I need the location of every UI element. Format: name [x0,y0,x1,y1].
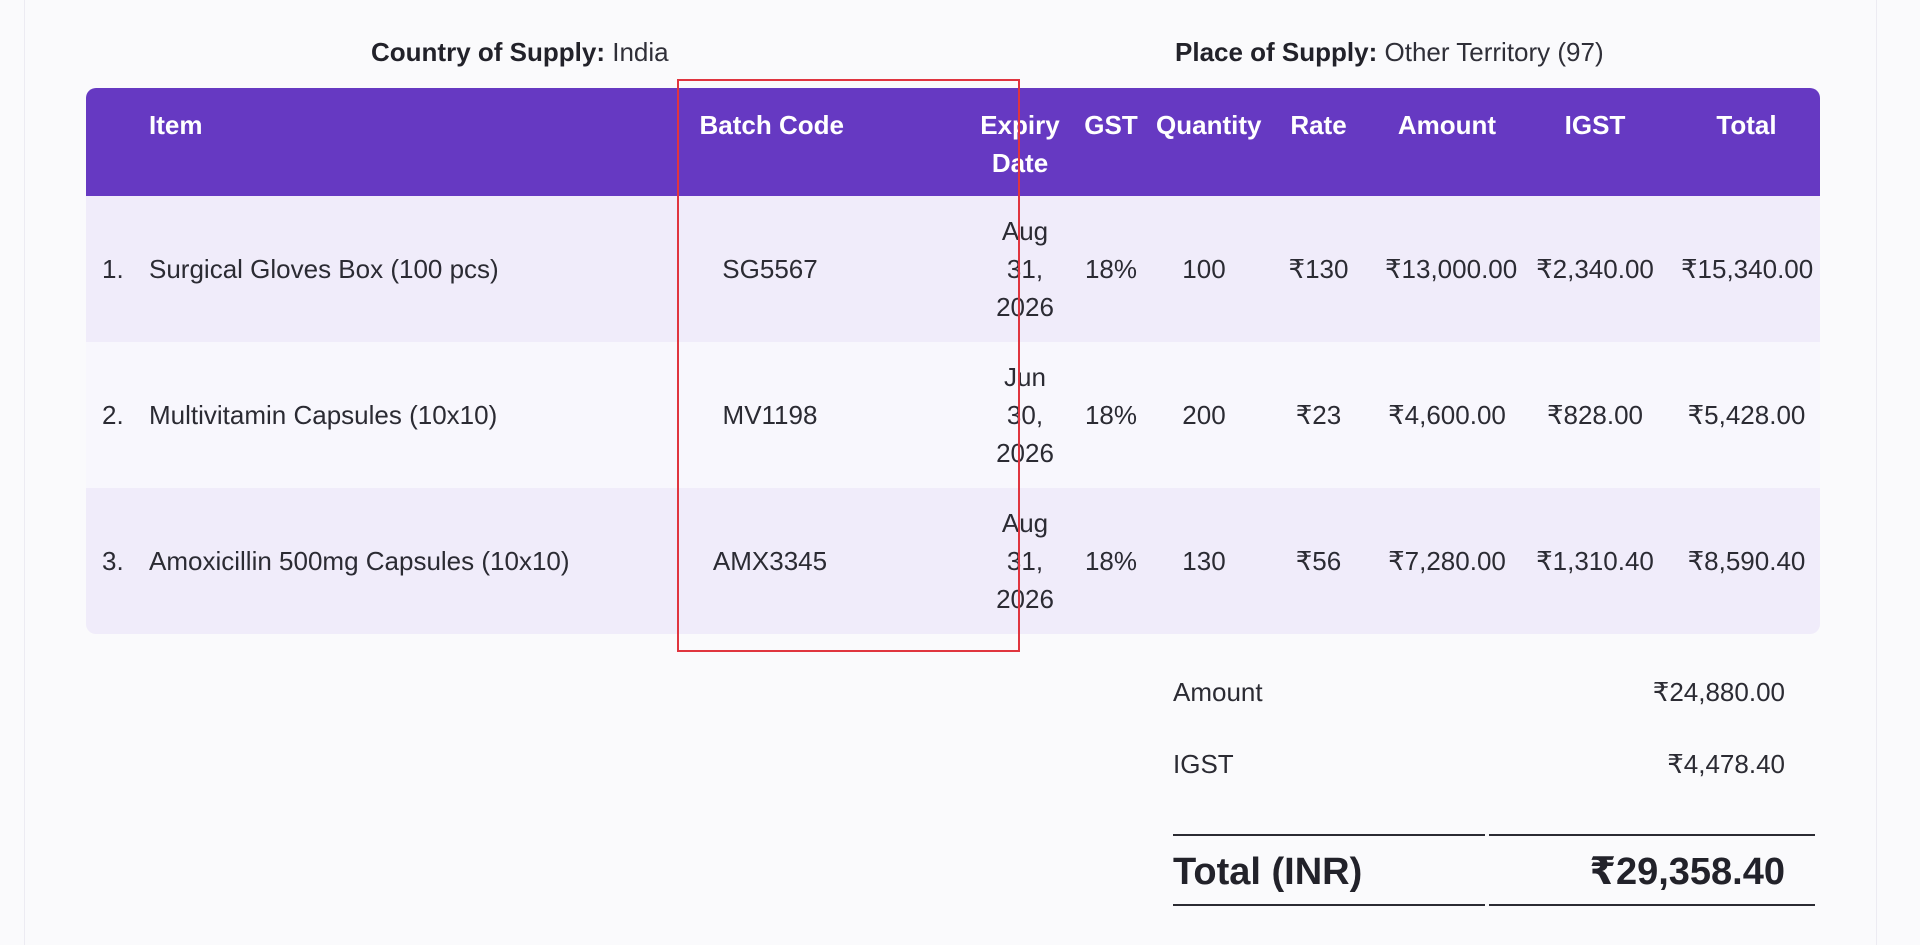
summary-igst-label: IGST [1173,749,1234,779]
header-expiry-date: Expiry Date [824,88,1074,196]
summary-amount-value: ₹24,880.00 [1652,677,1785,707]
row-igst: ₹828.00 [1517,342,1673,488]
row-item: Amoxicillin 500mg Capsules (10x10) [141,488,678,634]
header-index [86,88,141,196]
row-gst: 18% [1074,196,1148,342]
country-of-supply-label: Country of Supply: [371,37,605,67]
page-edge-right [1876,0,1877,945]
country-of-supply-value: India [612,37,669,67]
header-amount: Amount [1377,88,1517,196]
header-quantity: Quantity [1148,88,1261,196]
row-batch-code: MV1198 [678,342,824,488]
place-of-supply-value: Other Territory (97) [1384,37,1604,67]
row-quantity: 200 [1148,342,1260,488]
row-expiry-date: Aug 31, 2026 [824,488,1074,634]
header-igst: IGST [1517,88,1673,196]
row-total: ₹5,428.00 [1673,342,1820,488]
row-index: 2. [86,342,141,488]
row-igst: ₹1,310.40 [1517,488,1673,634]
row-rate: ₹56 [1260,488,1377,634]
summary-igst-value: ₹4,478.40 [1667,749,1785,779]
row-rate: ₹23 [1260,342,1377,488]
row-igst: ₹2,340.00 [1517,196,1673,342]
header-total: Total [1673,88,1820,196]
row-total: ₹8,590.40 [1673,488,1820,634]
row-amount: ₹7,280.00 [1377,488,1517,634]
row-expiry-date: Aug 31, 2026 [824,196,1074,342]
header-rate: Rate [1260,88,1377,196]
row-total: ₹15,340.00 [1673,196,1820,342]
summary-igst-row: IGST ₹4,478.40 [1173,744,1785,784]
row-quantity: 130 [1148,488,1260,634]
header-item: Item [141,88,678,196]
summary-amount-row: Amount ₹24,880.00 [1173,672,1785,712]
invoice-items-table: Item Batch Code Expiry Date GST Quantity… [86,88,1820,634]
row-gst: 18% [1074,342,1148,488]
page-edge-left [24,0,25,945]
total-value: ₹29,358.40 [1589,851,1786,893]
table-row: 3. Amoxicillin 500mg Capsules (10x10) AM… [86,488,1820,634]
country-of-supply: Country of Supply: India [371,32,669,72]
row-expiry-date: Jun 30, 2026 [824,342,1074,488]
row-quantity: 100 [1148,196,1260,342]
row-item: Multivitamin Capsules (10x10) [141,342,678,488]
row-gst: 18% [1074,488,1148,634]
header-batch-code: Batch Code [678,88,844,196]
total-label: Total (INR) [1173,851,1363,893]
header-gst: GST [1074,88,1148,196]
table-row: 1. Surgical Gloves Box (100 pcs) SG5567 … [86,196,1820,342]
row-amount: ₹4,600.00 [1377,342,1517,488]
row-batch-code: SG5567 [678,196,824,342]
total-rule-bottom-right [1489,904,1815,906]
place-of-supply: Place of Supply: Other Territory (97) [1175,32,1604,72]
table-row: 2. Multivitamin Capsules (10x10) MV1198 … [86,342,1820,488]
row-rate: ₹130 [1260,196,1377,342]
table-header-row: Item Batch Code Expiry Date GST Quantity… [86,88,1820,196]
row-amount: ₹13,000.00 [1377,196,1517,342]
total-rule-bottom-left [1173,904,1485,906]
row-batch-code: AMX3345 [678,488,827,634]
row-item: Surgical Gloves Box (100 pcs) [141,196,678,342]
row-index: 3. [86,488,141,634]
place-of-supply-label: Place of Supply: [1175,37,1378,67]
row-index: 1. [86,196,141,342]
summary-amount-label: Amount [1173,677,1263,707]
total-rule-top-right [1489,834,1815,836]
total-rule-top-left [1173,834,1485,836]
